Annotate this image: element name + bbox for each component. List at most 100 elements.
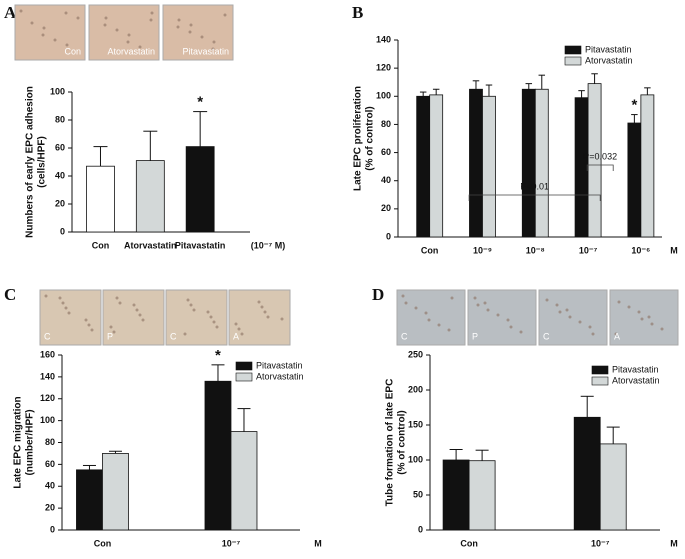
bar	[599, 443, 627, 531]
y-tick-label: 50	[413, 489, 423, 499]
cell-dot	[660, 327, 664, 331]
legend-label: Pitavastatin	[612, 364, 659, 374]
cell-dot	[42, 26, 46, 30]
cell-dot	[212, 40, 216, 44]
x-tick-label: 10⁻⁶	[631, 245, 650, 255]
cell-dot	[65, 43, 69, 47]
y-axis-label: Late EPC migration	[13, 396, 24, 488]
image-label: P	[472, 331, 478, 341]
cell-dot	[150, 11, 154, 15]
cell-dot	[212, 320, 216, 324]
image-label: C	[44, 331, 51, 341]
cell-dot	[496, 313, 500, 317]
x-tick-label: Con	[92, 240, 110, 250]
bar	[230, 431, 258, 531]
cell-dot	[41, 33, 45, 37]
micrograph	[14, 4, 86, 61]
significance-bracket	[586, 164, 614, 171]
image-label: A	[233, 331, 239, 341]
cell-dot	[280, 317, 284, 321]
cell-dot	[555, 303, 559, 307]
x-tick-label: Con	[94, 538, 112, 548]
cell-dot	[450, 296, 454, 300]
legend-swatch	[235, 372, 253, 382]
cell-dot	[234, 322, 238, 326]
cell-dot	[87, 323, 91, 327]
cell-dot	[260, 305, 264, 309]
cell-dot	[135, 308, 139, 312]
y-tick-label: 60	[381, 147, 391, 157]
bar	[521, 88, 536, 238]
cell-dot	[58, 296, 62, 300]
panel-letter: C	[4, 285, 16, 304]
bar	[429, 94, 444, 238]
bar	[468, 460, 496, 531]
cell-dot	[183, 332, 187, 336]
cell-dot	[506, 318, 510, 322]
cell-dot	[132, 303, 136, 307]
y-tick-label: 120	[376, 63, 391, 73]
cell-dot	[591, 332, 595, 336]
y-tick-label: 250	[408, 349, 423, 359]
image-label: C	[401, 331, 408, 341]
cell-dot	[200, 35, 204, 39]
y-tick-label: 160	[40, 349, 55, 359]
bar	[135, 160, 165, 233]
x-tick-label: 10⁻⁸	[526, 245, 545, 255]
cell-dot	[640, 317, 644, 321]
bar	[574, 97, 589, 238]
y-tick-label: 100	[40, 415, 55, 425]
cell-dot	[473, 296, 477, 300]
cell-dot	[401, 294, 405, 298]
significance-mark: *	[215, 347, 221, 364]
cell-dot	[617, 300, 621, 304]
bar	[204, 380, 232, 531]
x-tick-label: Con	[460, 538, 478, 548]
cell-dot	[76, 16, 80, 20]
cell-dot	[558, 310, 562, 314]
y-tick-label: 80	[381, 119, 391, 129]
cell-dot	[141, 318, 145, 322]
x-tick-label: 10⁻⁷	[591, 538, 610, 548]
cell-dot	[176, 25, 180, 29]
y-axis-label: (% of control)	[397, 410, 408, 474]
cell-dot	[637, 310, 641, 314]
y-tick-label: 100	[408, 454, 423, 464]
y-tick-label: 20	[381, 203, 391, 213]
cell-dot	[240, 332, 244, 336]
y-tick-label: 40	[381, 175, 391, 185]
bar	[76, 469, 103, 531]
cell-dot	[149, 18, 153, 22]
image-label: C	[543, 331, 550, 341]
cell-dot	[215, 325, 219, 329]
y-tick-label: 80	[55, 114, 65, 124]
cell-dot	[115, 296, 119, 300]
micrograph	[228, 289, 291, 346]
micrograph	[538, 289, 608, 346]
bar	[86, 165, 115, 233]
image-label: Pitavastatin	[182, 46, 229, 56]
micrograph	[102, 289, 165, 346]
y-axis-label: (cells/HPF)	[37, 136, 48, 188]
bar	[482, 95, 496, 238]
y-tick-label: 0	[60, 226, 65, 236]
cell-dot	[177, 18, 181, 22]
cell-dot	[414, 306, 418, 310]
cell-dot	[44, 294, 48, 298]
cell-dot	[126, 40, 130, 44]
cell-dot	[486, 308, 490, 312]
cell-dot	[64, 11, 68, 15]
cell-dot	[519, 330, 523, 334]
cell-dot	[186, 298, 190, 302]
image-label: Atorvastatin	[107, 46, 155, 56]
legend-label: Atorvastatin	[612, 375, 660, 385]
cell-dot	[568, 315, 572, 319]
x-tick-label: Con	[421, 245, 439, 255]
image-label: A	[614, 331, 620, 341]
cell-dot	[266, 315, 270, 319]
x-tick-label: Pitavastatin	[175, 240, 226, 250]
legend-swatch	[591, 376, 609, 386]
legend-swatch	[591, 365, 609, 375]
cell-dot	[627, 305, 631, 309]
cell-dot	[211, 47, 215, 51]
